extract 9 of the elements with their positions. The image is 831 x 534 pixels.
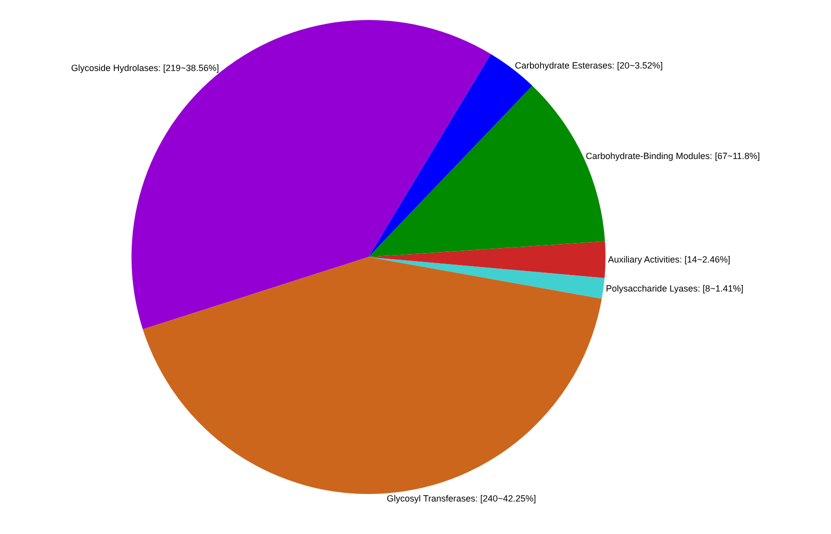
slice-label: Auxiliary Activities: [14~2.46%] [608,254,730,265]
slice-label: Carbohydrate-Binding Modules: [67~11.8%] [586,150,760,161]
pie-slice [368,257,605,299]
slice-label: Polysaccharide Lyases: [8~1.41%] [606,283,744,294]
slice-label: Glycosyl Transferases: [240~42.25%] [386,493,536,504]
slice-label: Glycoside Hydrolases: [219~38.56%] [71,63,219,74]
pie-slice [368,241,606,278]
pie-slice [142,257,602,494]
slice-label: Carbohydrate Esterases: [20~3.52%] [514,60,663,71]
